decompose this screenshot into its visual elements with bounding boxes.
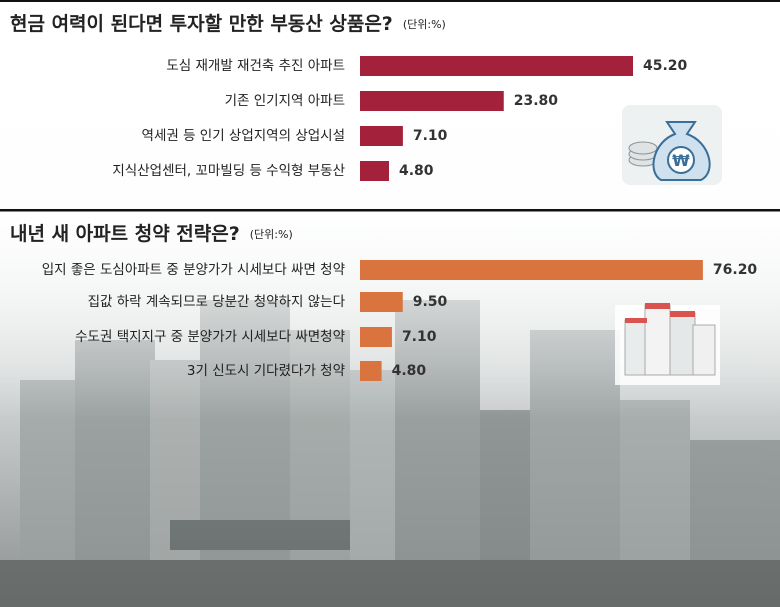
value-label: 4.80 — [392, 363, 427, 379]
category-label: 수도권 택지지구 중 분양가가 시세보다 싸면청약 — [75, 329, 345, 345]
category-label: 지식산업센터, 꼬마빌딩 등 수익형 부동산 — [112, 163, 345, 179]
bar — [360, 361, 382, 381]
unit-label: (단위:%) — [403, 18, 446, 31]
top-rule — [0, 0, 780, 2]
value-label: 4.80 — [399, 163, 434, 179]
value-label: 7.10 — [402, 329, 437, 345]
bar — [360, 260, 703, 280]
unit-label: (단위:%) — [250, 228, 293, 241]
bar — [360, 292, 403, 312]
category-label: 역세권 등 인기 상업지역의 상업시설 — [142, 128, 345, 144]
money-bag-icon: ₩ — [622, 105, 722, 185]
bar — [360, 327, 392, 347]
value-label: 9.50 — [413, 294, 448, 310]
svg-text:₩: ₩ — [672, 151, 690, 170]
value-label: 23.80 — [514, 93, 559, 109]
bar — [360, 56, 634, 76]
bar — [360, 161, 389, 181]
category-label: 3기 신도시 기다렸다가 청약 — [187, 363, 345, 379]
bar — [360, 91, 504, 111]
chart-title: 내년 새 아파트 청약 전략은? — [10, 223, 240, 245]
category-label: 집값 하락 계속되므로 당분간 청약하지 않는다 — [88, 294, 346, 310]
category-label: 입지 좋은 도심아파트 중 분양가가 시세보다 싸면 청약 — [42, 262, 345, 278]
value-label: 76.20 — [713, 262, 758, 278]
charts: 현금 여력이 된다면 투자할 만한 부동산 상품은? (단위:%) 도심 재개발 재… — [10, 12, 757, 381]
bar — [360, 126, 403, 146]
category-label: 기존 인기지역 아파트 — [225, 93, 345, 109]
value-label: 7.10 — [413, 128, 448, 144]
section-rule — [0, 209, 780, 212]
value-label: 45.20 — [643, 58, 688, 74]
apartments-icon — [615, 303, 720, 385]
chart-title: 현금 여력이 된다면 투자할 만한 부동산 상품은? — [10, 12, 393, 35]
category-label: 도심 재개발 재건축 추진 아파트 — [166, 58, 345, 74]
